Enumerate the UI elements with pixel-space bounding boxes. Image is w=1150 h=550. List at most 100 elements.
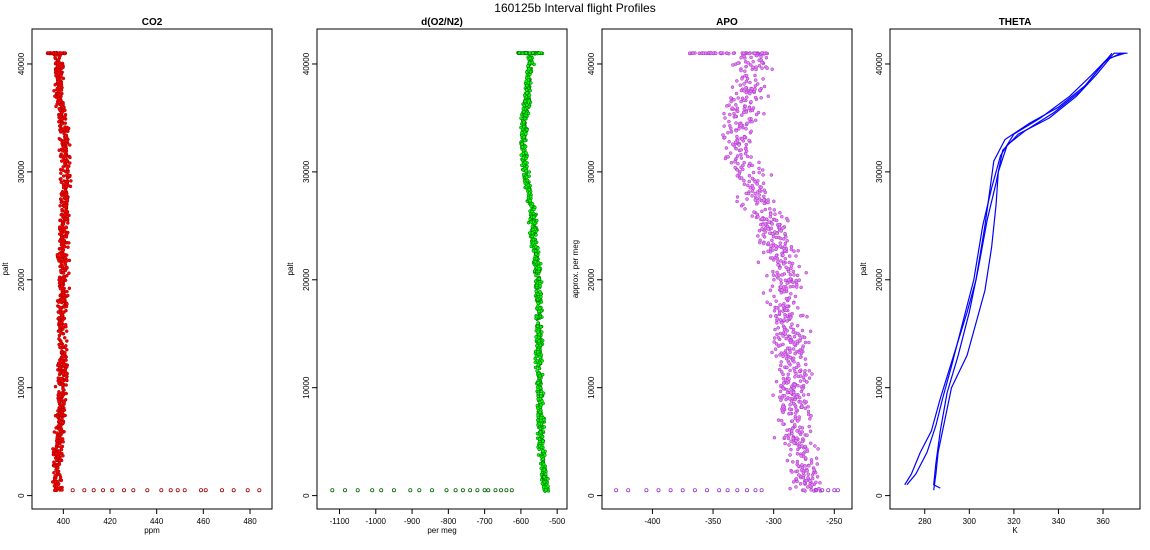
- data-point: [539, 445, 544, 450]
- data-point: [799, 405, 804, 409]
- data-point: [760, 66, 764, 70]
- data-point: [734, 121, 738, 125]
- data-point: [801, 393, 806, 397]
- data-point: [781, 376, 786, 381]
- data-point: [64, 358, 68, 362]
- data-point: [770, 232, 775, 236]
- data-point: [799, 454, 803, 458]
- data-point: [62, 200, 66, 205]
- data-point: [58, 167, 63, 172]
- data-point: [736, 61, 740, 65]
- data-point: [63, 322, 68, 327]
- data-point: [734, 146, 738, 151]
- data-point: [789, 447, 793, 452]
- data-point: [777, 395, 782, 400]
- data-point: [528, 70, 533, 74]
- data-point: [56, 393, 60, 397]
- data-point: [749, 155, 753, 159]
- data-point: [57, 400, 61, 404]
- data-point: [742, 182, 747, 187]
- data-point: [522, 120, 526, 124]
- data-point: [536, 301, 540, 306]
- data-point: [538, 410, 542, 414]
- outlier-point: [168, 488, 173, 493]
- data-point: [803, 456, 808, 460]
- data-point: [65, 176, 70, 180]
- data-point: [761, 181, 766, 186]
- outlier-point: [814, 488, 819, 493]
- data-point: [779, 229, 784, 233]
- data-point: [538, 426, 543, 431]
- data-point: [785, 329, 789, 333]
- data-point: [810, 476, 815, 481]
- data-point: [778, 331, 783, 336]
- outlier-point: [656, 488, 661, 493]
- data-point: [536, 363, 541, 367]
- data-point: [51, 51, 56, 56]
- data-point: [722, 111, 726, 116]
- data-point: [64, 141, 68, 146]
- data-point: [537, 339, 541, 343]
- data-point: [742, 54, 747, 59]
- data-point: [780, 214, 784, 219]
- data-point: [791, 436, 795, 441]
- outlier-point: [444, 488, 449, 493]
- data-point: [749, 55, 753, 60]
- data-point: [61, 241, 66, 245]
- data-point: [58, 218, 63, 222]
- y-tick-label: 20000: [17, 268, 26, 291]
- data-point: [807, 340, 811, 345]
- data-point: [529, 194, 533, 199]
- data-point: [728, 123, 732, 128]
- outlier-point: [725, 488, 730, 493]
- data-point: [778, 318, 783, 322]
- data-point: [764, 55, 769, 60]
- outlier-point: [759, 488, 764, 493]
- outlier-point: [705, 488, 710, 493]
- data-point: [729, 129, 734, 134]
- data-point: [789, 399, 794, 403]
- data-point: [772, 277, 776, 282]
- data-point: [793, 351, 797, 356]
- y-tick-label: 40000: [302, 52, 311, 75]
- data-point: [63, 188, 68, 192]
- data-point: [795, 429, 799, 433]
- data-point: [535, 324, 540, 328]
- data-point: [535, 350, 540, 354]
- plot-frame: [889, 28, 1141, 510]
- data-point: [527, 61, 532, 65]
- data-point: [58, 293, 63, 298]
- data-point: [733, 160, 737, 164]
- data-point: [535, 314, 539, 319]
- data-point: [61, 310, 65, 314]
- data-point: [525, 91, 529, 95]
- outlier-point: [680, 488, 685, 493]
- data-point: [814, 456, 819, 460]
- data-point: [525, 128, 529, 132]
- data-point: [807, 376, 812, 380]
- data-point: [532, 207, 536, 212]
- data-point: [534, 256, 539, 261]
- y-axis-label: approx. per meg: [571, 240, 580, 298]
- data-point: [62, 195, 67, 200]
- outlier-point: [498, 488, 503, 493]
- data-point: [783, 353, 788, 357]
- data-point: [805, 449, 810, 454]
- data-point: [763, 190, 768, 195]
- data-point: [802, 335, 807, 340]
- data-point: [783, 441, 787, 446]
- data-point: [796, 464, 801, 468]
- data-point: [812, 468, 817, 472]
- outlier-point: [91, 488, 96, 493]
- data-point: [790, 470, 794, 474]
- data-point: [808, 441, 813, 445]
- data-point: [778, 241, 783, 245]
- data-point: [730, 142, 735, 146]
- plot-frame: [601, 28, 853, 510]
- data-point: [530, 224, 535, 229]
- data-point: [521, 110, 526, 114]
- data-point: [61, 76, 66, 81]
- data-point: [797, 473, 801, 477]
- data-point: [527, 99, 531, 103]
- outlier-point: [826, 488, 831, 493]
